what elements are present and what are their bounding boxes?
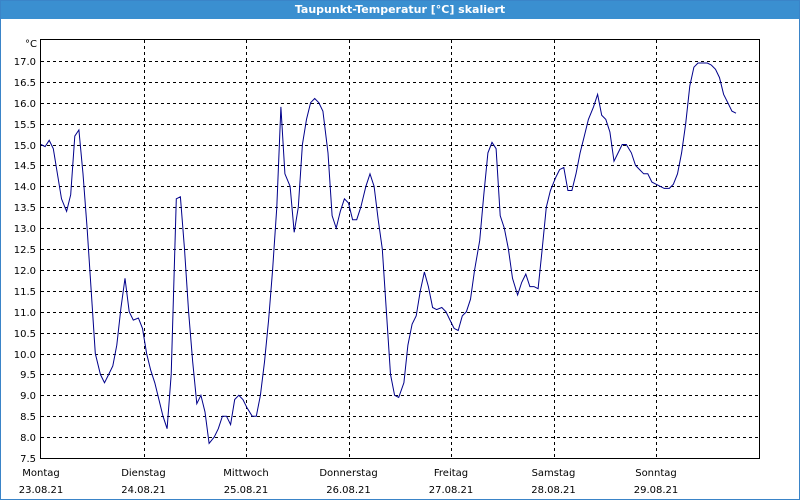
x-tick-labels: Montag 23.08.21 Dienstag 24.08.21 Mittwoch 25… bbox=[19, 468, 679, 496]
x-day-label: Montag bbox=[22, 468, 59, 479]
plot-frame bbox=[40, 39, 760, 459]
x-day-label: Sonntag bbox=[635, 468, 677, 479]
x-date-label: 27.08.21 bbox=[429, 485, 474, 496]
y-tick-label: 9.0 bbox=[20, 391, 36, 402]
y-tick-label: 13.5 bbox=[14, 203, 36, 214]
y-tick-label: 13.0 bbox=[14, 224, 36, 235]
y-tick-label: 8.5 bbox=[20, 412, 36, 423]
y-tick-label: 10.5 bbox=[14, 329, 36, 340]
y-tick-label: 10.0 bbox=[14, 350, 36, 361]
x-day-label: Mittwoch bbox=[223, 468, 268, 479]
series-line-taupunkt bbox=[40, 62, 737, 445]
x-day-label: Freitag bbox=[434, 468, 468, 479]
y-axis-label: °C bbox=[25, 39, 37, 50]
y-tick-label: 15.5 bbox=[14, 120, 36, 131]
x-date-label: 23.08.21 bbox=[19, 485, 64, 496]
y-tick-label: 12.0 bbox=[14, 266, 36, 277]
y-tick-label: 17.0 bbox=[14, 57, 36, 68]
y-tick-label: 12.5 bbox=[14, 245, 36, 256]
y-tick-label: 8.0 bbox=[20, 433, 36, 444]
x-date-label: 25.08.21 bbox=[224, 485, 269, 496]
y-tick-label: 14.0 bbox=[14, 182, 36, 193]
x-date-label: 29.08.21 bbox=[634, 485, 679, 496]
y-gridlines bbox=[41, 61, 759, 459]
x-date-label: 28.08.21 bbox=[531, 485, 576, 496]
x-date-label: 26.08.21 bbox=[326, 485, 371, 496]
y-tick-label: 15.0 bbox=[14, 141, 36, 152]
y-tick-label: 11.5 bbox=[14, 287, 36, 298]
window-title: Taupunkt-Temperatur [°C] skaliert bbox=[1, 1, 799, 19]
x-date-label: 24.08.21 bbox=[121, 485, 166, 496]
x-day-label: Samstag bbox=[532, 468, 576, 479]
y-tick-label: 16.5 bbox=[14, 78, 36, 89]
y-tick-label: 14.5 bbox=[14, 161, 36, 172]
y-tick-label: 11.0 bbox=[14, 308, 36, 319]
y-tick-label: 9.5 bbox=[20, 370, 36, 381]
y-tick-label: 7.5 bbox=[20, 454, 36, 465]
x-gridlines bbox=[144, 40, 657, 458]
x-day-label: Dienstag bbox=[121, 468, 166, 479]
y-tick-labels: 7.5 8.0 8.5 9.0 9.5 10.0 10.5 11.0 11.5 12.0 12.5 1… bbox=[14, 57, 36, 465]
x-day-label: Donnerstag bbox=[319, 468, 377, 479]
y-tick-label: 16.0 bbox=[14, 99, 36, 110]
